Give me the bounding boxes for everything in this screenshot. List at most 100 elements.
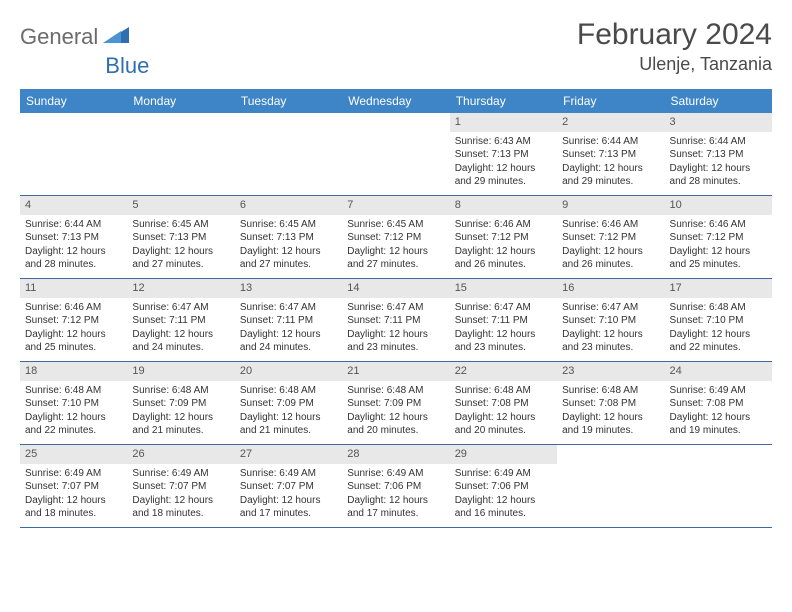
sunrise-line: Sunrise: 6:47 AM [347, 301, 444, 315]
day-cell: 4Sunrise: 6:44 AMSunset: 7:13 PMDaylight… [20, 196, 127, 278]
day-cell: 24Sunrise: 6:49 AMSunset: 7:08 PMDayligh… [665, 362, 772, 444]
day-content: Sunrise: 6:49 AMSunset: 7:06 PMDaylight:… [342, 464, 449, 526]
sunrise-line: Sunrise: 6:49 AM [455, 467, 552, 481]
day-cell: 17Sunrise: 6:48 AMSunset: 7:10 PMDayligh… [665, 279, 772, 361]
week-row: 11Sunrise: 6:46 AMSunset: 7:12 PMDayligh… [20, 279, 772, 362]
sunset-line: Sunset: 7:13 PM [25, 231, 122, 245]
day-number: 27 [235, 445, 342, 464]
day-cell [557, 445, 664, 527]
day-header: Saturday [665, 89, 772, 113]
day-header: Sunday [20, 89, 127, 113]
sunset-line: Sunset: 7:12 PM [347, 231, 444, 245]
sunset-line: Sunset: 7:13 PM [562, 148, 659, 162]
day-content: Sunrise: 6:46 AMSunset: 7:12 PMDaylight:… [20, 298, 127, 360]
daylight-line: Daylight: 12 hours and 19 minutes. [670, 411, 767, 438]
day-content: Sunrise: 6:48 AMSunset: 7:09 PMDaylight:… [127, 381, 234, 443]
sunset-line: Sunset: 7:10 PM [562, 314, 659, 328]
daylight-line: Daylight: 12 hours and 26 minutes. [562, 245, 659, 272]
day-content: Sunrise: 6:44 AMSunset: 7:13 PMDaylight:… [20, 215, 127, 277]
day-cell: 8Sunrise: 6:46 AMSunset: 7:12 PMDaylight… [450, 196, 557, 278]
daylight-line: Daylight: 12 hours and 27 minutes. [132, 245, 229, 272]
sunset-line: Sunset: 7:10 PM [25, 397, 122, 411]
weeks-container: 1Sunrise: 6:43 AMSunset: 7:13 PMDaylight… [20, 113, 772, 528]
sunset-line: Sunset: 7:09 PM [347, 397, 444, 411]
sunrise-line: Sunrise: 6:45 AM [240, 218, 337, 232]
day-cell: 29 Sunrise: 6:49 AMSunset: 7:06 PMDayligh… [450, 445, 557, 527]
day-header-row: SundayMondayTuesdayWednesdayThursdayFrid… [20, 89, 772, 113]
day-cell: 22Sunrise: 6:48 AMSunset: 7:08 PMDayligh… [450, 362, 557, 444]
daylight-line: Daylight: 12 hours and 29 minutes. [455, 162, 552, 189]
day-number: 25 [20, 445, 127, 464]
day-header: Tuesday [235, 89, 342, 113]
day-number: 29 [450, 445, 557, 464]
sunset-line: Sunset: 7:08 PM [455, 397, 552, 411]
day-header: Wednesday [342, 89, 449, 113]
day-cell: 13Sunrise: 6:47 AMSunset: 7:11 PMDayligh… [235, 279, 342, 361]
day-number: 19 [127, 362, 234, 381]
daylight-line: Daylight: 12 hours and 21 minutes. [240, 411, 337, 438]
day-cell: 1Sunrise: 6:43 AMSunset: 7:13 PMDaylight… [450, 113, 557, 195]
sunset-line: Sunset: 7:11 PM [240, 314, 337, 328]
day-cell: 5Sunrise: 6:45 AMSunset: 7:13 PMDaylight… [127, 196, 234, 278]
sunset-line: Sunset: 7:13 PM [670, 148, 767, 162]
day-content: Sunrise: 6:43 AMSunset: 7:13 PMDaylight:… [450, 132, 557, 194]
sunrise-line: Sunrise: 6:48 AM [25, 384, 122, 398]
daylight-line: Daylight: 12 hours and 24 minutes. [132, 328, 229, 355]
day-number: 21 [342, 362, 449, 381]
sunrise-line: Sunrise: 6:48 AM [455, 384, 552, 398]
day-cell: 10Sunrise: 6:46 AMSunset: 7:12 PMDayligh… [665, 196, 772, 278]
sunrise-line: Sunrise: 6:44 AM [670, 135, 767, 149]
day-content: Sunrise: 6:47 AMSunset: 7:11 PMDaylight:… [342, 298, 449, 360]
day-cell [665, 445, 772, 527]
daylight-line: Daylight: 12 hours and 23 minutes. [455, 328, 552, 355]
day-cell [342, 113, 449, 195]
day-cell: 19Sunrise: 6:48 AMSunset: 7:09 PMDayligh… [127, 362, 234, 444]
day-cell: 28Sunrise: 6:49 AMSunset: 7:06 PMDayligh… [342, 445, 449, 527]
day-content: Sunrise: 6:49 AMSunset: 7:07 PMDaylight:… [20, 464, 127, 526]
day-cell: 26Sunrise: 6:49 AMSunset: 7:07 PMDayligh… [127, 445, 234, 527]
day-content: Sunrise: 6:45 AMSunset: 7:13 PMDaylight:… [127, 215, 234, 277]
logo-text-general: General [20, 24, 98, 50]
location: Ulenje, Tanzania [577, 54, 772, 75]
sunrise-line: Sunrise: 6:44 AM [562, 135, 659, 149]
day-content: Sunrise: 6:48 AMSunset: 7:09 PMDaylight:… [342, 381, 449, 443]
day-content: Sunrise: 6:47 AMSunset: 7:11 PMDaylight:… [450, 298, 557, 360]
daylight-line: Daylight: 12 hours and 28 minutes. [670, 162, 767, 189]
daylight-line: Daylight: 12 hours and 18 minutes. [132, 494, 229, 521]
day-content: Sunrise: 6:45 AMSunset: 7:13 PMDaylight:… [235, 215, 342, 277]
day-number: 6 [235, 196, 342, 215]
day-cell: 15Sunrise: 6:47 AMSunset: 7:11 PMDayligh… [450, 279, 557, 361]
sunrise-line: Sunrise: 6:44 AM [25, 218, 122, 232]
day-cell: 9Sunrise: 6:46 AMSunset: 7:12 PMDaylight… [557, 196, 664, 278]
day-number [557, 445, 664, 449]
sunset-line: Sunset: 7:13 PM [455, 148, 552, 162]
sunrise-line: Sunrise: 6:45 AM [347, 218, 444, 232]
daylight-line: Daylight: 12 hours and 20 minutes. [455, 411, 552, 438]
day-number: 18 [20, 362, 127, 381]
daylight-line: Daylight: 12 hours and 25 minutes. [25, 328, 122, 355]
sunset-line: Sunset: 7:06 PM [455, 480, 552, 494]
day-number [127, 113, 234, 117]
day-number: 3 [665, 113, 772, 132]
month-title: February 2024 [577, 18, 772, 52]
daylight-line: Daylight: 12 hours and 28 minutes. [25, 245, 122, 272]
day-number [342, 113, 449, 117]
day-cell [20, 113, 127, 195]
logo: General Blue [20, 18, 131, 50]
day-content: Sunrise: 6:46 AMSunset: 7:12 PMDaylight:… [557, 215, 664, 277]
day-number: 12 [127, 279, 234, 298]
day-content: Sunrise: 6:46 AMSunset: 7:12 PMDaylight:… [665, 215, 772, 277]
daylight-line: Daylight: 12 hours and 23 minutes. [347, 328, 444, 355]
sunrise-line: Sunrise: 6:48 AM [670, 301, 767, 315]
daylight-line: Daylight: 12 hours and 16 minutes. [455, 494, 552, 521]
day-cell: 20Sunrise: 6:48 AMSunset: 7:09 PMDayligh… [235, 362, 342, 444]
day-header: Monday [127, 89, 234, 113]
sunrise-line: Sunrise: 6:48 AM [240, 384, 337, 398]
day-content: Sunrise: 6:49 AMSunset: 7:07 PMDaylight:… [235, 464, 342, 526]
day-cell: 6Sunrise: 6:45 AMSunset: 7:13 PMDaylight… [235, 196, 342, 278]
day-content: Sunrise: 6:48 AMSunset: 7:09 PMDaylight:… [235, 381, 342, 443]
day-cell: 12Sunrise: 6:47 AMSunset: 7:11 PMDayligh… [127, 279, 234, 361]
day-number [665, 445, 772, 449]
sunset-line: Sunset: 7:12 PM [670, 231, 767, 245]
logo-triangle-icon [103, 25, 129, 48]
